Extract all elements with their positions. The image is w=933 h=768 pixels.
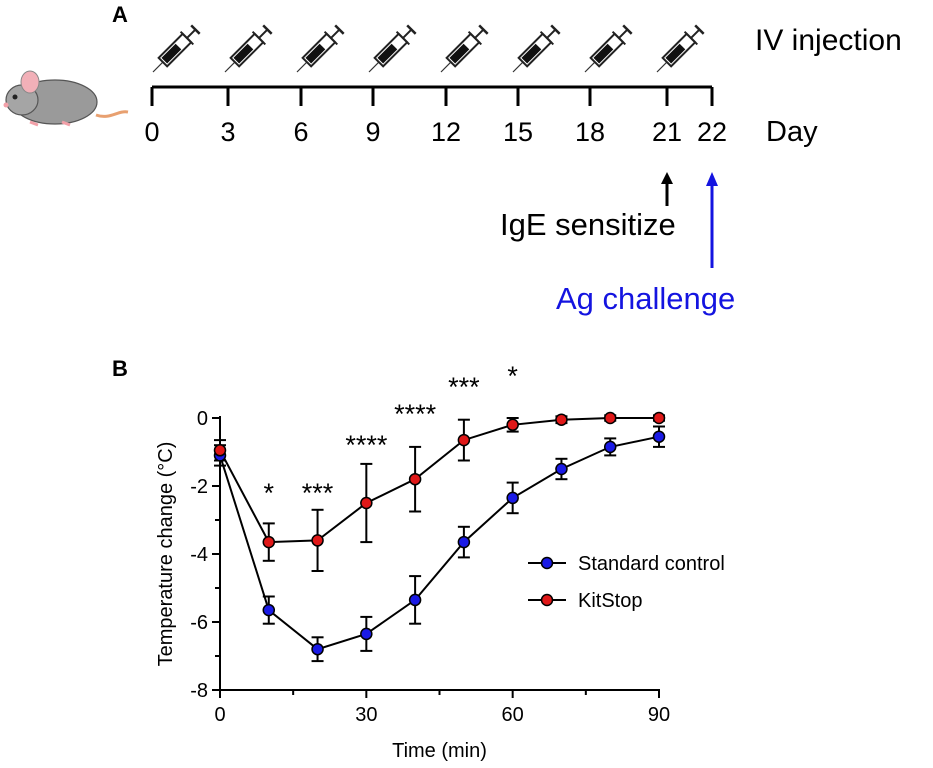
y-tick-label: -8 <box>190 680 208 702</box>
data-point <box>555 413 568 426</box>
data-point <box>360 627 373 641</box>
significance-label: **** <box>345 430 388 460</box>
day-tick-label: 9 <box>365 117 381 147</box>
data-point <box>408 472 422 486</box>
data-point <box>457 433 471 447</box>
data-point <box>603 411 617 425</box>
series-line <box>219 435 660 651</box>
ag-challenge-label: Ag challenge <box>556 281 736 316</box>
data-point <box>408 593 422 607</box>
syringe-icon <box>584 24 633 73</box>
syringe-icon <box>440 24 489 73</box>
y-tick-label: 0 <box>197 408 208 430</box>
x-tick-label: 0 <box>214 704 225 726</box>
day-tick-label: 21 <box>651 117 683 147</box>
x-tick-label: 60 <box>502 704 524 726</box>
data-point <box>652 411 666 425</box>
day-tick-label: 18 <box>574 117 606 147</box>
data-point <box>311 534 324 547</box>
legend-label: KitStop <box>578 590 642 612</box>
syringe-icon <box>152 24 201 73</box>
syringe-icon <box>224 24 273 73</box>
iv-injection-label: IV injection <box>755 24 902 57</box>
y-tick-label: -4 <box>190 544 208 566</box>
ige-sensitize-label: IgE sensitize <box>500 207 676 242</box>
significance-label: *** <box>448 372 480 402</box>
data-point <box>555 462 568 476</box>
series-line <box>219 417 659 544</box>
legend-marker <box>540 556 554 570</box>
legend-label: Standard control <box>578 553 725 575</box>
syringe-icon <box>296 24 345 73</box>
mouse-icon <box>3 70 129 127</box>
sensitize-arrow <box>661 172 673 206</box>
y-tick-label: -2 <box>190 476 208 498</box>
panel-b-label: B <box>112 356 128 381</box>
x-axis-label: Time (min) <box>392 740 487 762</box>
day-tick-label: 3 <box>220 117 236 147</box>
y-tick-label: -6 <box>190 612 208 634</box>
data-point <box>603 440 617 454</box>
significance-label: *** <box>302 478 334 508</box>
x-tick-label: 90 <box>648 704 670 726</box>
syringe-icon <box>512 24 561 73</box>
significance-label: * <box>507 361 518 391</box>
data-point <box>262 603 276 617</box>
y-axis-label: Temperature change (°C) <box>155 442 177 667</box>
data-point <box>457 535 471 549</box>
x-tick-label: 30 <box>355 704 377 726</box>
syringe-icon <box>656 24 705 73</box>
day-tick-label: 12 <box>430 117 462 147</box>
day-tick-label: 6 <box>293 117 309 147</box>
day-tick-label: 0 <box>144 117 160 147</box>
day-label: Day <box>766 116 818 148</box>
data-point <box>262 535 276 549</box>
timeline-diagram <box>3 24 718 268</box>
legend-marker <box>540 593 554 607</box>
significance-label: **** <box>394 399 437 429</box>
data-point <box>506 491 519 505</box>
data-point <box>213 444 227 457</box>
data-point <box>652 430 666 443</box>
data-point <box>360 496 373 510</box>
challenge-arrow <box>706 172 718 268</box>
day-tick-label: 22 <box>696 117 728 147</box>
day-tick-label: 15 <box>502 117 534 147</box>
syringe-icon <box>368 24 417 73</box>
significance-label: * <box>264 478 275 508</box>
panel-a-label: A <box>112 2 128 27</box>
data-point <box>506 418 519 432</box>
data-point <box>311 642 324 656</box>
